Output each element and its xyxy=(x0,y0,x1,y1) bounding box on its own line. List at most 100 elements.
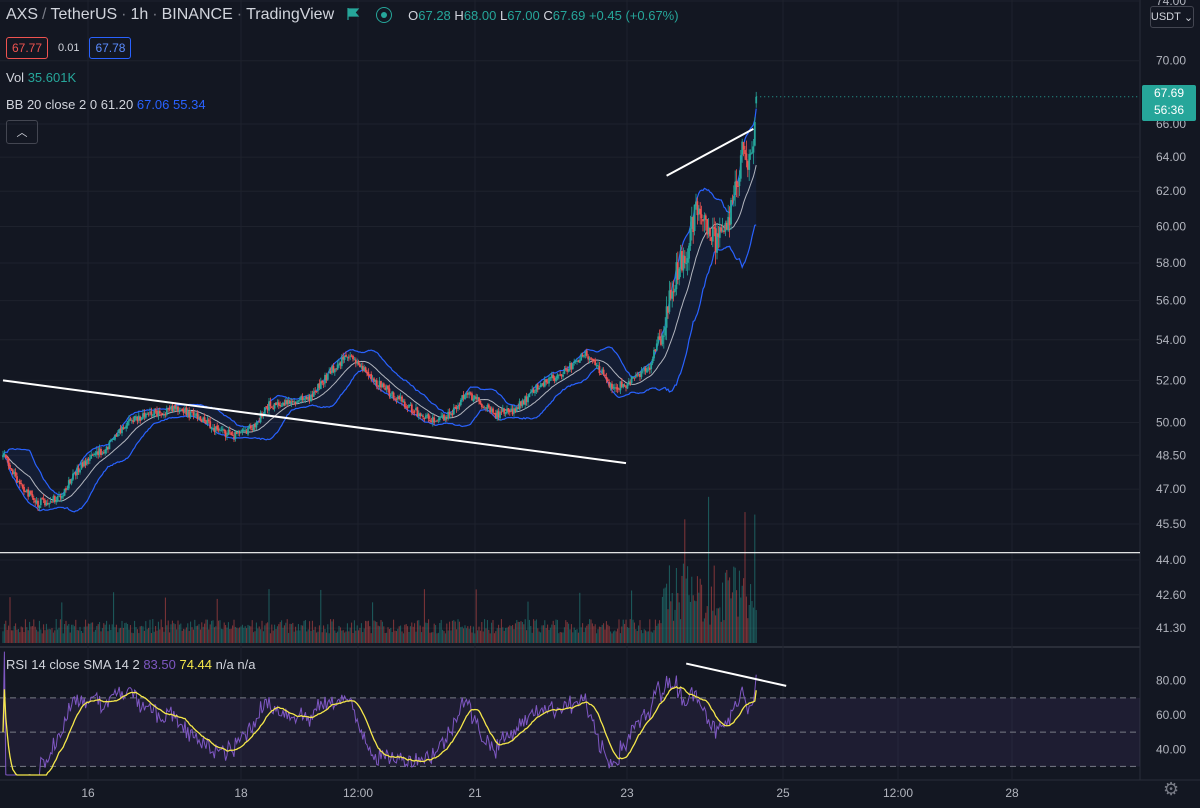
candle-body xyxy=(650,363,653,370)
candle-body xyxy=(188,411,191,418)
candle-body xyxy=(297,400,300,402)
candle-body xyxy=(111,438,114,440)
volume-bar xyxy=(36,629,38,643)
candle-body xyxy=(32,498,35,501)
collapse-legend-button[interactable]: ︿ xyxy=(6,120,38,144)
volume-bar xyxy=(577,632,579,643)
symbol-header[interactable]: AXS / TetherUS · 1h · BINANCE · TradingView O67.… xyxy=(6,6,679,24)
price-tick-label: 45.50 xyxy=(1156,517,1186,531)
volume-bar xyxy=(384,633,386,643)
volume-bar xyxy=(493,633,495,643)
volume-bar xyxy=(754,514,756,643)
volume-bar xyxy=(258,626,260,643)
candle-body xyxy=(108,441,111,450)
volume-bar xyxy=(657,623,659,643)
volume-bar xyxy=(80,630,82,643)
volume-bar xyxy=(524,619,526,643)
candle-body xyxy=(742,142,745,150)
volume-bar xyxy=(12,630,14,643)
volume-bar xyxy=(120,627,122,643)
rsi-legend[interactable]: RSI 14 close SMA 14 2 83.50 74.44 n/a n/… xyxy=(6,657,255,672)
volume-bar xyxy=(492,620,494,643)
candle-body xyxy=(154,410,157,412)
volume-bar xyxy=(418,620,420,643)
volume-bar xyxy=(519,621,521,643)
volume-bar xyxy=(45,623,47,643)
volume-bar xyxy=(334,630,336,643)
candle-body xyxy=(17,481,20,483)
candle-body xyxy=(549,377,552,379)
candle-body xyxy=(496,410,499,419)
volume-bar xyxy=(152,619,154,643)
candle-body xyxy=(147,413,150,415)
bb-legend[interactable]: BB 20 close 2 0 61.20 67.06 55.34 xyxy=(6,97,206,112)
volume-bar xyxy=(239,627,241,643)
candle-body xyxy=(146,413,149,415)
price-tick-label: 70.00 xyxy=(1156,54,1186,68)
candle-body xyxy=(45,502,48,506)
volume-bar xyxy=(5,620,7,643)
market-status-icon[interactable] xyxy=(376,7,393,23)
candle-body xyxy=(76,467,79,475)
volume-bar xyxy=(747,618,749,643)
candle-body xyxy=(455,407,458,410)
candle-body xyxy=(350,355,353,357)
volume-bars xyxy=(2,496,757,643)
gear-icon[interactable]: ⚙ xyxy=(1163,779,1180,799)
candle-body xyxy=(682,255,685,271)
candle-body xyxy=(300,396,303,400)
volume-bar xyxy=(321,632,323,643)
candle-body xyxy=(91,454,94,456)
volume-bar xyxy=(276,626,278,643)
buy-price-button[interactable]: 67.78 xyxy=(89,37,132,59)
volume-bar xyxy=(545,628,547,643)
volume-bar xyxy=(129,625,131,643)
volume-bar xyxy=(472,626,474,643)
candle-body xyxy=(571,363,574,370)
candle-body xyxy=(675,262,678,290)
volume-bar xyxy=(745,596,747,643)
sell-price-button[interactable]: 67.77 xyxy=(6,37,49,59)
volume-bar xyxy=(128,629,130,643)
candle-body xyxy=(332,365,335,372)
candle-body xyxy=(128,419,130,422)
candle-body xyxy=(655,343,658,351)
candle-body xyxy=(693,204,696,231)
candle-body xyxy=(408,404,410,408)
candle-body xyxy=(387,385,389,389)
price-tick-label: 52.00 xyxy=(1156,373,1186,387)
candle-body xyxy=(399,396,402,399)
volume-bar xyxy=(176,629,178,643)
candle-body xyxy=(150,411,153,415)
flag-icon[interactable] xyxy=(346,7,360,24)
candle-body xyxy=(735,180,738,187)
candle-body xyxy=(87,458,90,461)
candle-body xyxy=(283,402,286,406)
volume-bar xyxy=(638,625,640,643)
time-tick-label: 16 xyxy=(81,786,95,800)
volume-bar xyxy=(264,625,266,643)
volume-bar xyxy=(202,626,204,643)
candle-body xyxy=(199,416,202,420)
volume-bar xyxy=(748,604,750,643)
ohlc-values: O67.28 H68.00 L67.00 C67.69 +0.45 (+0.67… xyxy=(408,7,679,23)
volume-legend[interactable]: Vol 35.601K xyxy=(6,70,76,85)
candle-body xyxy=(30,490,32,495)
currency-selector[interactable]: USDT ⌄ xyxy=(1150,6,1194,28)
volume-bar xyxy=(108,624,110,643)
candle-body xyxy=(613,387,616,389)
candle-body xyxy=(382,383,385,388)
volume-bar xyxy=(695,601,697,643)
candle-body xyxy=(431,416,434,423)
volume-bar xyxy=(656,625,658,643)
candle-body xyxy=(423,417,426,419)
volume-bar xyxy=(425,622,427,643)
volume-bar xyxy=(127,624,129,643)
volume-bar xyxy=(639,620,641,643)
candle-body xyxy=(296,401,298,404)
candle-body xyxy=(702,219,704,222)
symbol-title[interactable]: AXS / TetherUS · 1h · BINANCE · TradingView xyxy=(6,6,335,23)
volume-bar xyxy=(755,610,757,643)
volume-bar xyxy=(591,623,593,643)
